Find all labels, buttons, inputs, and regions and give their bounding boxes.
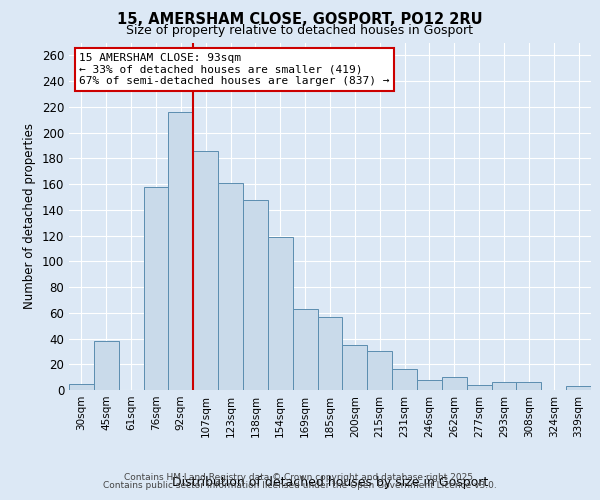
Text: 15, AMERSHAM CLOSE, GOSPORT, PO12 2RU: 15, AMERSHAM CLOSE, GOSPORT, PO12 2RU: [117, 12, 483, 28]
Bar: [517, 382, 541, 390]
Bar: [343, 345, 367, 390]
Text: Contains public sector information licensed under the Open Government Licence v3: Contains public sector information licen…: [103, 482, 497, 490]
Bar: [491, 382, 517, 390]
Text: Contains HM Land Registry data © Crown copyright and database right 2025.: Contains HM Land Registry data © Crown c…: [124, 472, 476, 482]
Bar: [367, 352, 392, 390]
Bar: [467, 385, 491, 390]
Bar: [268, 237, 293, 390]
Bar: [143, 186, 169, 390]
X-axis label: Distribution of detached houses by size in Gosport: Distribution of detached houses by size …: [172, 476, 488, 489]
Text: 15 AMERSHAM CLOSE: 93sqm
← 33% of detached houses are smaller (419)
67% of semi-: 15 AMERSHAM CLOSE: 93sqm ← 33% of detach…: [79, 53, 390, 86]
Bar: [417, 380, 442, 390]
Bar: [94, 341, 119, 390]
Bar: [69, 384, 94, 390]
Bar: [169, 112, 193, 390]
Bar: [317, 316, 343, 390]
Text: Size of property relative to detached houses in Gosport: Size of property relative to detached ho…: [127, 24, 473, 37]
Bar: [566, 386, 591, 390]
Bar: [218, 183, 243, 390]
Bar: [442, 377, 467, 390]
Bar: [243, 200, 268, 390]
Bar: [392, 370, 417, 390]
Y-axis label: Number of detached properties: Number of detached properties: [23, 123, 36, 309]
Bar: [293, 309, 317, 390]
Bar: [193, 150, 218, 390]
